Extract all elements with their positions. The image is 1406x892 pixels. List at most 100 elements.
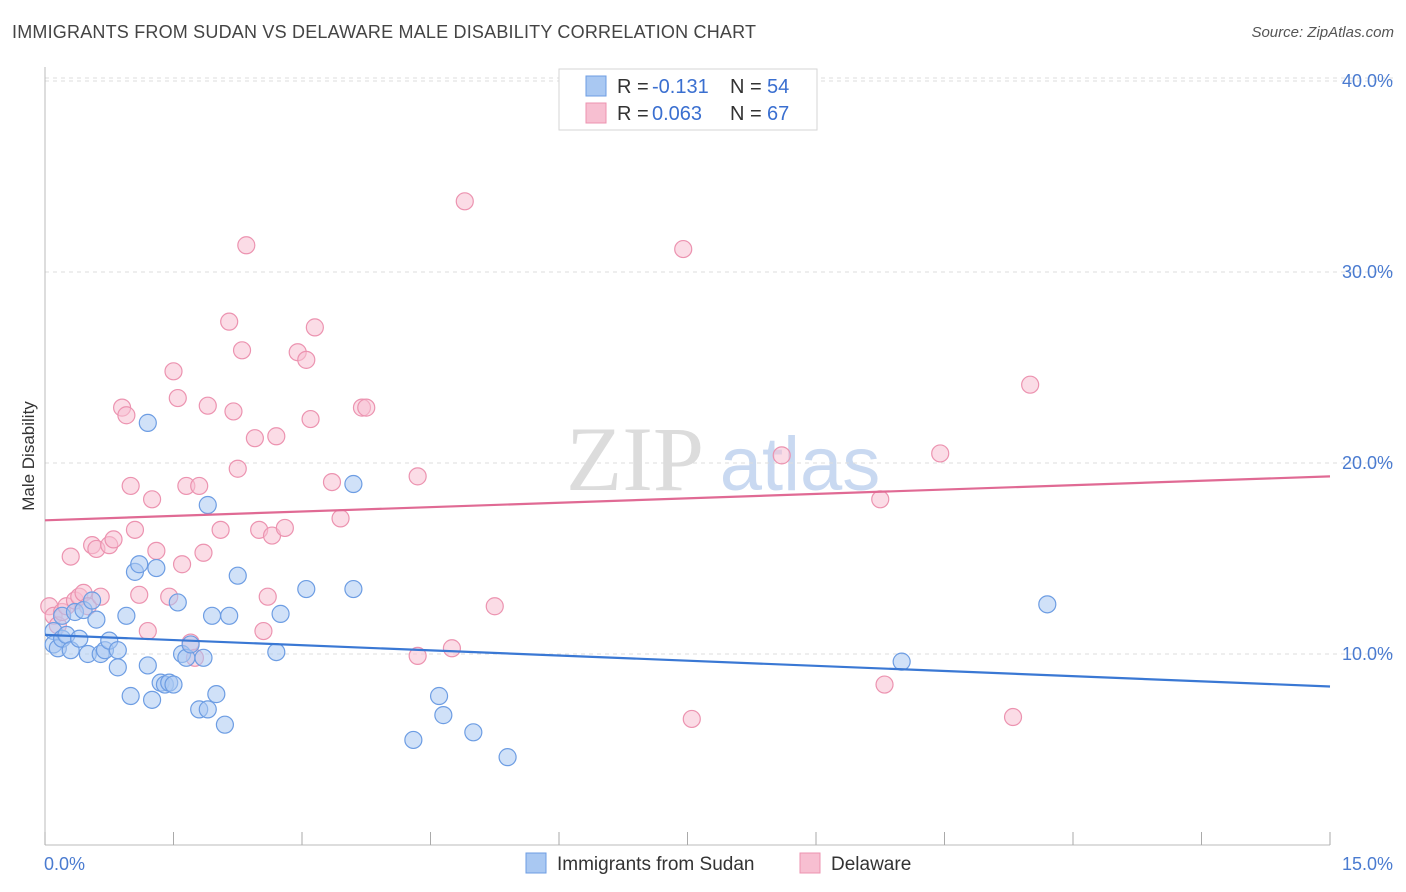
delaware-point-21: [142, 490, 162, 509]
delaware-point-31: [194, 543, 213, 562]
delaware-point-64: [931, 444, 950, 463]
delaware-point-47: [297, 350, 316, 369]
sudan-point-48: [429, 686, 449, 706]
sudan-point-34: [194, 648, 213, 667]
x-min-label: 0.0%: [44, 854, 85, 874]
delaware-point-35: [224, 402, 243, 421]
delaware-point-20: [138, 621, 157, 641]
sudan-point-45: [344, 579, 363, 599]
delaware-point-49: [305, 318, 324, 337]
delaware-point-58: [485, 597, 504, 616]
x-ticks: [44, 832, 1331, 845]
y-tick-label-40: 40.0%: [1342, 71, 1393, 91]
sudan-trend-line: [44, 633, 1331, 688]
delaware-point-60: [682, 709, 701, 729]
sudan-point-46: [344, 474, 363, 494]
legend-n-sudan: 54: [767, 76, 789, 98]
delaware-point-54: [408, 467, 427, 486]
sudan-point-9: [70, 629, 89, 648]
delaware-point-41: [254, 621, 273, 641]
delaware-point-16: [117, 406, 136, 425]
delaware-point-42: [258, 587, 277, 606]
chart-title: IMMIGRANTS FROM SUDAN VS DELAWARE MALE D…: [12, 22, 757, 42]
sudan-point-44: [297, 579, 316, 599]
delaware-point-18: [125, 520, 145, 539]
sudan-point-28: [164, 675, 183, 694]
delaware-point-5: [61, 547, 80, 566]
y-tick-label-10: 10.0%: [1342, 644, 1393, 664]
sudan-point-18: [117, 606, 136, 625]
legend-r-delaware: 0.063: [652, 103, 702, 125]
delaware-point-33: [211, 520, 230, 539]
delaware-point-37: [232, 341, 252, 360]
y-tick-label-30: 30.0%: [1342, 262, 1393, 282]
delaware-point-14: [104, 530, 123, 549]
sudan-point-22: [138, 656, 157, 675]
sudan-point-12: [87, 610, 106, 629]
sudan-point-35: [198, 700, 217, 719]
delaware-point-59: [674, 239, 693, 259]
sudan-point-54: [1038, 595, 1057, 614]
series-sudan-points: [44, 413, 1057, 767]
sudan-point-23: [142, 690, 162, 709]
sudan-point-32: [181, 635, 200, 654]
delaware-point-50: [322, 473, 342, 492]
delaware-point-22: [147, 541, 166, 560]
y-tick-labels: 10.0% 20.0% 30.0% 40.0%: [1342, 71, 1393, 664]
delaware-point-17: [121, 476, 140, 496]
sudan-point-37: [202, 606, 222, 625]
delaware-point-61: [772, 446, 791, 465]
sudan-point-43: [271, 604, 290, 623]
trend-lines: [44, 475, 1331, 688]
delaware-point-66: [1021, 375, 1040, 394]
sudan-point-11: [83, 591, 102, 610]
delaware-point-55: [408, 646, 427, 666]
delaware-point-32: [198, 396, 217, 415]
delaware-point-48: [301, 409, 320, 429]
delaware-point-65: [1003, 707, 1023, 727]
watermark: ZIP atlas: [566, 408, 880, 510]
delaware-point-38: [237, 236, 256, 255]
source-label: Source: ZipAtlas.com: [1251, 24, 1394, 41]
x-max-label: 15.0%: [1342, 854, 1393, 874]
sudan-point-21: [130, 555, 149, 574]
sudan-point-41: [228, 566, 247, 585]
bottom-legend-swatch-delaware: [799, 852, 821, 874]
delaware-point-44: [267, 427, 286, 446]
delaware-point-24: [164, 362, 183, 381]
sudan-point-40: [220, 606, 239, 625]
delaware-point-51: [331, 509, 350, 528]
bottom-legend-label-sudan: Immigrants from Sudan: [557, 854, 754, 875]
bottom-legend-label-delaware: Delaware: [831, 854, 911, 875]
sudan-point-52: [138, 413, 157, 432]
delaware-point-26: [172, 555, 192, 574]
delaware-point-30: [190, 476, 209, 496]
delaware-point-45: [275, 518, 294, 538]
delaware-point-57: [455, 192, 474, 211]
bottom-legend-swatch-sudan: [525, 852, 547, 874]
delaware-point-53: [357, 398, 376, 417]
sudan-point-36: [198, 495, 217, 515]
gridlines: [45, 77, 1393, 655]
legend-swatch-delaware: [585, 102, 607, 124]
delaware-point-36: [228, 459, 247, 478]
legend-r-label-delaware: R =: [617, 103, 649, 125]
sudan-point-47: [404, 730, 423, 750]
delaware-point-63: [875, 675, 894, 694]
sudan-point-53: [892, 652, 911, 671]
delaware-point-62: [871, 490, 890, 509]
sudan-point-16: [108, 641, 127, 660]
legend-n-delaware: 67: [767, 103, 789, 125]
sudan-point-38: [207, 685, 226, 704]
legend-swatch-sudan: [585, 75, 607, 97]
sudan-point-19: [121, 686, 140, 706]
sudan-point-50: [464, 723, 483, 742]
legend-n-label-delaware: N =: [730, 103, 762, 125]
delaware-trend-line: [44, 475, 1331, 522]
sudan-point-39: [215, 715, 234, 734]
legend-n-label-sudan: N =: [730, 76, 762, 98]
sudan-point-17: [108, 658, 127, 677]
sudan-point-51: [498, 748, 517, 767]
y-axis-label: Male Disability: [19, 401, 38, 511]
